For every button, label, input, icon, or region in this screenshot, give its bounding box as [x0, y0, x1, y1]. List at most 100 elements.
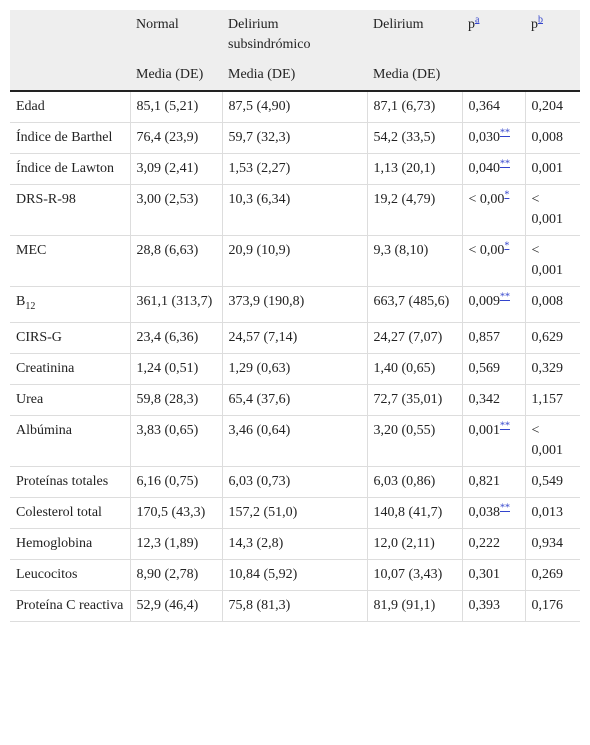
cell-text: 3,46 (0,64)	[228, 422, 291, 438]
row-label: Albúmina	[10, 415, 130, 467]
table-cell: 0,001**	[461, 415, 525, 467]
table-cell: 24,57 (7,14)	[221, 322, 367, 354]
table-cell: 0,364	[461, 91, 525, 123]
column-name: p	[468, 17, 475, 32]
label-text: Leucocitos	[16, 566, 78, 582]
footnote-link[interactable]: **	[500, 420, 510, 432]
cell-text: 10,07 (3,43)	[373, 566, 443, 582]
table-header: Normal Delirium subsindrómico Delirium pa pb…	[10, 10, 580, 92]
row-label: Proteínas totales	[10, 466, 130, 498]
cell-text: 0,009	[468, 294, 501, 309]
footnote-link[interactable]: b	[538, 14, 543, 26]
table-cell: 6,16 (0,75)	[129, 466, 222, 498]
column-name: p	[531, 17, 538, 32]
table-cell: 0,030**	[461, 122, 525, 154]
cell-text: 373,9 (190,8)	[228, 294, 305, 309]
row-label: Hemoglobina	[10, 528, 130, 560]
footnote-link[interactable]: *	[504, 189, 510, 201]
cell-text: 140,8 (41,7)	[373, 504, 443, 520]
footnote-link[interactable]: a	[475, 14, 480, 26]
table-cell: 170,5 (43,3)	[129, 497, 222, 529]
table-cell: 0,001	[524, 153, 580, 185]
cell-text: 0,342	[468, 391, 501, 407]
cell-text: 19,2 (4,79)	[373, 192, 436, 207]
table-row: MEC 28,8 (6,63) 20,9 (10,9) 9,3 (8,10) < 0,0…	[10, 235, 580, 287]
table-cell: 6,03 (0,86)	[366, 466, 462, 498]
table-cell: < 0,00*	[461, 235, 525, 287]
footnote-link[interactable]: **	[500, 291, 510, 303]
cell-text: 59,7 (32,3)	[228, 130, 291, 145]
table-cell: 0,549	[524, 466, 580, 498]
cell-text: 23,4 (6,36)	[136, 329, 199, 345]
table-cell: 0,013	[524, 497, 580, 529]
table-cell: 9,3 (8,10)	[366, 235, 462, 287]
footnote-link[interactable]: *	[504, 240, 510, 252]
cell-text: 0,038	[468, 504, 501, 520]
table-cell: 0,008	[524, 286, 580, 323]
table-cell: 0,821	[461, 466, 525, 498]
corner	[10, 10, 130, 60]
table-cell: 3,00 (2,53)	[129, 184, 222, 236]
cell-text: 6,03 (0,73)	[228, 473, 291, 489]
label-text: Albúmina	[16, 422, 72, 438]
cell-text: 24,57 (7,14)	[228, 329, 298, 345]
table-cell: 65,4 (37,6)	[221, 384, 367, 416]
row-label: MEC	[10, 235, 130, 287]
table-cell: 0,008	[524, 122, 580, 154]
cell-text: 3,20 (0,55)	[373, 422, 436, 438]
table-cell: 373,9 (190,8)	[221, 286, 367, 323]
cell-text: 8,90 (2,78)	[136, 566, 199, 582]
label-text: Hemoglobina	[16, 535, 93, 551]
footnote-link[interactable]: **	[500, 127, 510, 139]
column-subheader: Media (DE)	[222, 60, 367, 92]
cell-text: < 0,00	[468, 192, 505, 207]
cell-text: 663,7 (485,6)	[373, 294, 450, 309]
cell-text: 0,821	[468, 473, 501, 489]
row-label: Índice de Lawton	[10, 153, 130, 185]
table-cell: 14,3 (2,8)	[221, 528, 367, 560]
table-cell: 0,222	[461, 528, 525, 560]
table-row: Proteínas totales 6,16 (0,75) 6,03 (0,73) 6…	[10, 466, 580, 498]
cell-text: 0,393	[468, 597, 501, 613]
table-cell: 3,83 (0,65)	[129, 415, 222, 467]
table-cell: 0,934	[524, 528, 580, 560]
table-cell: 72,7 (35,01)	[366, 384, 462, 416]
table-cell: 0,393	[461, 590, 525, 622]
cell-text: 72,7 (35,01)	[373, 391, 443, 407]
cell-text: 85,1 (5,21)	[136, 99, 199, 114]
cell-text: 0,008	[531, 294, 564, 309]
cell-text: 0,222	[468, 535, 501, 551]
cell-text: 157,2 (51,0)	[228, 504, 298, 520]
cell-text: < 0,001	[531, 243, 564, 278]
table-cell: 0,038**	[461, 497, 525, 529]
table-cell: 87,5 (4,90)	[221, 91, 367, 123]
column-header: Normal	[130, 10, 222, 60]
cell-text: 9,3 (8,10)	[373, 243, 429, 258]
table-row: Índice de Barthel 76,4 (23,9) 59,7 (32,3) 5…	[10, 122, 580, 154]
table-cell: 8,90 (2,78)	[129, 559, 222, 591]
table-cell: 157,2 (51,0)	[221, 497, 367, 529]
column-header: Delirium subsindrómico	[222, 10, 367, 60]
table-cell: 24,27 (7,07)	[366, 322, 462, 354]
table-cell: 0,009**	[461, 286, 525, 323]
table-cell: 87,1 (6,73)	[366, 91, 462, 123]
column-subheader: Media (DE)	[367, 60, 462, 92]
table-cell: 0,569	[461, 353, 525, 385]
footnote-link[interactable]: **	[500, 158, 510, 170]
row-label: CIRS-G	[10, 322, 130, 354]
cell-text: 170,5 (43,3)	[136, 504, 206, 520]
cell-text: 0,269	[531, 566, 564, 582]
cell-text: 52,9 (46,4)	[136, 597, 199, 613]
table-cell: 0,629	[524, 322, 580, 354]
footnote-link[interactable]: **	[500, 502, 510, 514]
column-subheader	[525, 60, 580, 92]
table-cell: 52,9 (46,4)	[129, 590, 222, 622]
cell-text: 0,857	[468, 329, 501, 345]
cell-text: 0,013	[531, 504, 564, 520]
column-name: Normal	[136, 17, 179, 32]
cell-text: 1,24 (0,51)	[136, 360, 199, 376]
cell-text: 0,176	[531, 597, 564, 613]
table-cell: 3,46 (0,64)	[221, 415, 367, 467]
column-header: Delirium	[367, 10, 462, 60]
